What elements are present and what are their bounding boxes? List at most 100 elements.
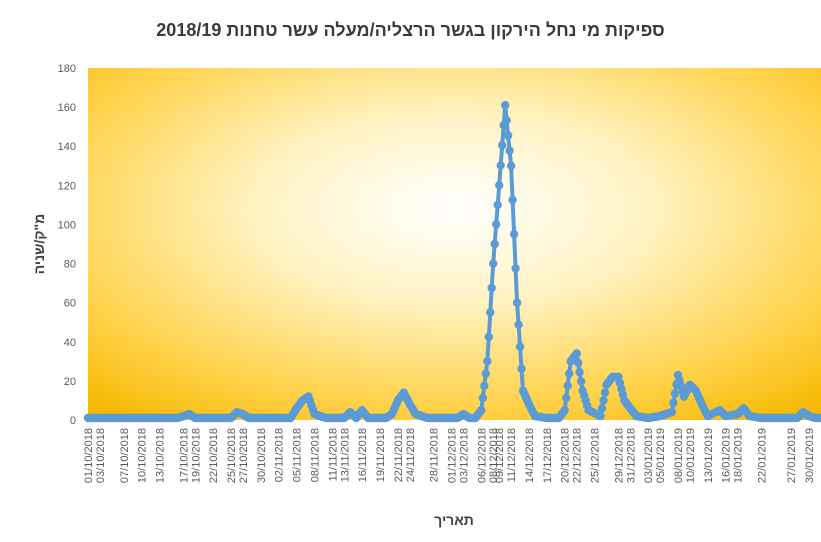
- x-tick-label: 11/12/2018: [506, 428, 518, 482]
- x-tick-label: 01/12/2018: [447, 428, 459, 483]
- data-point: [478, 393, 487, 403]
- x-tick-label: 27/10/2018: [238, 428, 250, 483]
- data-point: [517, 364, 526, 373]
- x-tick-label: 13/01/2019: [703, 428, 715, 483]
- data-point: [670, 389, 680, 398]
- x-tick-label: 11/11/2018: [327, 428, 339, 481]
- y-axis: 0 20 40 60 80 100 120 140 160 180: [58, 63, 76, 427]
- x-tick-label: 03/12/2018: [458, 428, 470, 483]
- x-tick-label: 16/11/2018: [357, 428, 369, 482]
- data-point: [495, 181, 504, 190]
- x-tick-label: 03/10/2018: [95, 428, 107, 483]
- x-tick-label: 02/11/2018: [274, 428, 286, 482]
- y-tick-label: 160: [58, 102, 76, 114]
- y-tick-label: 180: [58, 63, 76, 75]
- x-tick-label: 19/10/2018: [190, 428, 202, 483]
- x-tick-label: 17/10/2018: [178, 428, 190, 483]
- data-point: [512, 298, 522, 307]
- x-tick-label: 08/11/2018: [309, 428, 321, 482]
- data-point: [502, 116, 511, 125]
- data-point: [572, 349, 581, 358]
- y-tick-label: 20: [64, 376, 76, 388]
- x-tick-label: 01/10/2018: [83, 428, 95, 483]
- data-point: [501, 101, 510, 110]
- data-point: [562, 393, 571, 403]
- x-tick-label: 08/01/2019: [673, 428, 685, 483]
- x-tick-label: 10/01/2019: [685, 428, 697, 483]
- data-point: [484, 332, 493, 342]
- x-tick-label: 05/11/2018: [292, 428, 304, 482]
- plot-area: [88, 68, 821, 420]
- x-tick-label: 20/12/2018: [560, 428, 572, 483]
- x-axis: 01/10/2018 03/10/2018 07/10/2018 10/10/2018…: [83, 428, 816, 483]
- data-point: [493, 200, 502, 210]
- x-tick-label: 16/01/2019: [721, 428, 733, 483]
- data-point: [565, 369, 574, 378]
- x-tick-label: 22/12/2018: [572, 428, 584, 483]
- data-point: [575, 367, 584, 377]
- y-tick-label: 120: [58, 180, 76, 192]
- x-tick-label: 17/12/2018: [542, 428, 554, 483]
- chart-title: ספיקות מי נחל הירקון בגשר הרצליה/מעלה עש…: [156, 20, 665, 40]
- x-tick-label: 05/01/2019: [655, 428, 667, 483]
- x-tick-label: 29/12/2018: [613, 428, 625, 483]
- data-point: [600, 388, 610, 397]
- x-tick-label: 13/11/2018: [339, 428, 351, 482]
- y-tick-label: 100: [58, 219, 76, 231]
- data-point: [496, 161, 505, 170]
- x-tick-label: 19/11/2018: [375, 428, 387, 482]
- y-tick-label: 60: [64, 298, 76, 310]
- data-point: [503, 131, 513, 140]
- data-point: [597, 404, 607, 413]
- x-tick-label: 10/10/2018: [137, 428, 149, 483]
- x-tick-label: 22/11/2018: [393, 428, 405, 482]
- data-point: [515, 342, 525, 351]
- y-tick-label: 140: [58, 141, 76, 153]
- data-point: [506, 161, 516, 170]
- data-point: [574, 358, 583, 367]
- data-point: [596, 411, 605, 421]
- y-tick-label: 0: [70, 415, 76, 427]
- x-tick-label: 06/12/2018: [476, 428, 488, 483]
- data-point: [480, 381, 489, 390]
- data-point: [492, 220, 501, 229]
- x-tick-label: 09/12/2018: [494, 428, 506, 483]
- data-point: [667, 408, 677, 417]
- x-axis-title: תאריך: [434, 512, 474, 528]
- data-point: [511, 264, 520, 273]
- data-point: [563, 381, 572, 390]
- y-tick-label: 40: [64, 337, 76, 349]
- x-tick-label: 25/12/2018: [590, 428, 602, 483]
- data-point: [490, 239, 499, 249]
- data-point: [481, 369, 490, 378]
- data-point: [508, 195, 517, 205]
- data-point: [487, 283, 496, 293]
- data-point: [477, 406, 486, 415]
- x-tick-label: 25/10/2018: [226, 428, 238, 483]
- data-series: [83, 101, 821, 423]
- data-point: [498, 141, 507, 150]
- data-point: [505, 146, 514, 155]
- x-tick-label: 18/01/2019: [733, 428, 745, 483]
- x-tick-label: 30/10/2018: [256, 428, 268, 483]
- data-point: [560, 406, 569, 415]
- data-point: [514, 320, 523, 329]
- x-tick-label: 13/10/2018: [155, 428, 167, 483]
- x-tick-label: 03/01/2019: [643, 428, 655, 483]
- data-point: [489, 259, 498, 268]
- data-point: [509, 230, 519, 239]
- y-tick-label: 80: [64, 259, 76, 271]
- x-tick-label: 22/10/2018: [208, 428, 220, 483]
- x-tick-label: 08/12/2018: [488, 428, 500, 483]
- data-point: [483, 357, 492, 366]
- y-axis-title: מ"ק/שניה: [31, 214, 47, 275]
- x-tick-label: 28/11/2018: [429, 428, 441, 482]
- x-tick-label: 22/01/2019: [756, 428, 768, 483]
- x-tick-label: 24/11/2018: [405, 428, 417, 482]
- x-tick-label: 14/12/2018: [524, 428, 536, 483]
- x-tick-label: 31/12/2018: [625, 428, 637, 483]
- data-point: [486, 308, 495, 317]
- data-point: [599, 396, 608, 405]
